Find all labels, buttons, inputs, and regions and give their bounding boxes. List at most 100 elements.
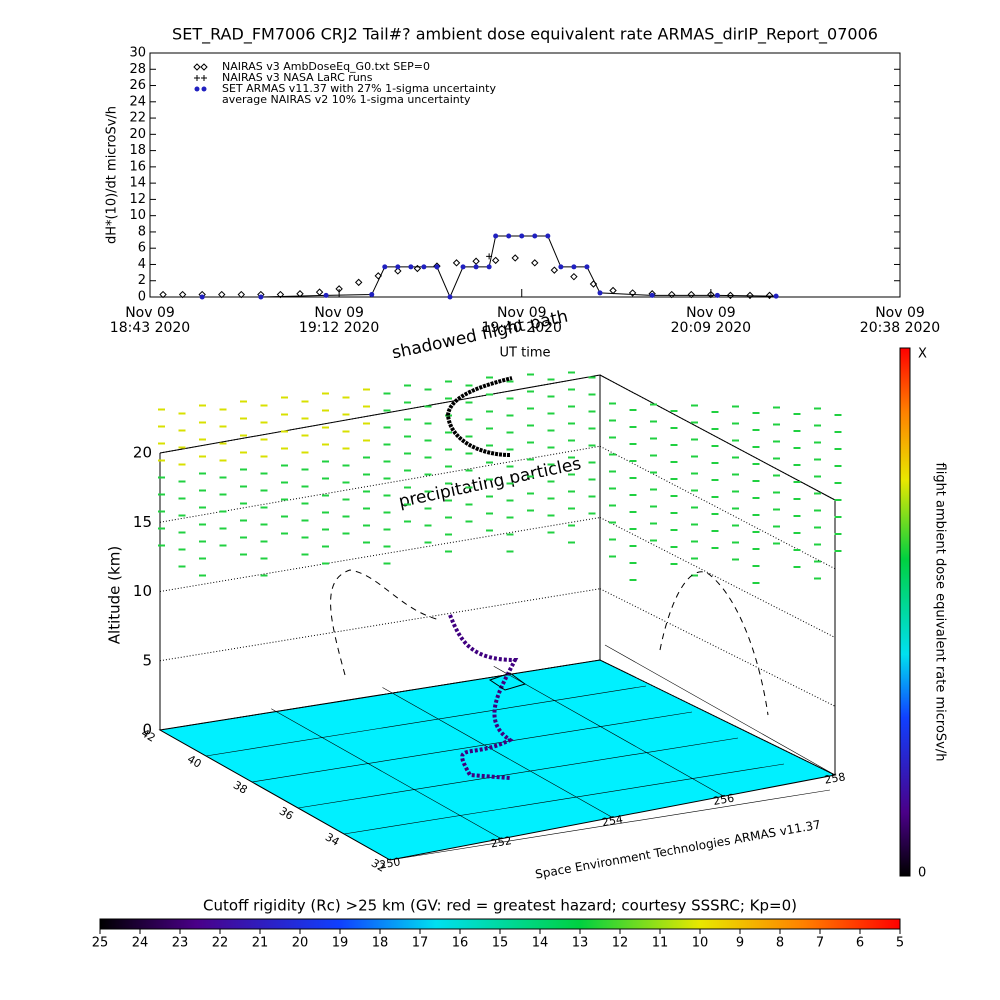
- colorbar-tick-label: 21: [252, 936, 269, 951]
- particle: [834, 533, 842, 535]
- particle: [404, 435, 411, 438]
- x-tick-label: Nov 09 20:09 2020: [671, 305, 751, 336]
- particle: [178, 565, 186, 568]
- particle: [506, 550, 514, 553]
- z-tick-label: 5: [142, 651, 152, 669]
- particle: [814, 441, 821, 444]
- particle: [363, 524, 370, 527]
- marker: [550, 266, 559, 274]
- x-tick-label: Nov 09 19:12 2020: [299, 305, 379, 336]
- particle: [445, 414, 452, 417]
- lon-grid: [271, 708, 502, 840]
- particle: [383, 426, 391, 429]
- particle: [527, 373, 534, 376]
- colorbar-tick-label: 11: [652, 936, 669, 951]
- particle: [527, 390, 534, 393]
- particle: [711, 513, 719, 515]
- particle: [568, 388, 575, 391]
- particle: [158, 459, 165, 462]
- particle: [322, 426, 329, 429]
- particle: [650, 522, 657, 525]
- particle: [773, 474, 780, 477]
- marker: [597, 290, 603, 296]
- particle: [158, 493, 165, 496]
- particle: [629, 426, 637, 428]
- particle: [404, 384, 411, 387]
- colorbar-tick-label: 12: [612, 936, 629, 951]
- particle: [404, 418, 411, 421]
- y-tick-label: 14: [129, 176, 146, 191]
- particle: [240, 468, 247, 471]
- marker: [382, 264, 388, 270]
- particle: [199, 540, 206, 543]
- particle: [342, 430, 350, 433]
- colorbar-tick-label: 22: [212, 936, 229, 951]
- grid-line: [599, 445, 836, 570]
- particle: [199, 438, 206, 441]
- marker: [369, 292, 375, 298]
- particle: [486, 461, 493, 464]
- y-tick-label: 18: [129, 143, 146, 158]
- particle: [424, 541, 432, 544]
- particle: [363, 456, 370, 459]
- particle: [219, 476, 227, 479]
- particle: [793, 532, 801, 534]
- particle: [547, 531, 555, 534]
- particle: [670, 478, 678, 480]
- particle: [178, 446, 186, 449]
- particle: [629, 579, 637, 581]
- marker: [447, 294, 453, 300]
- lat-tick-label: 36: [277, 804, 296, 822]
- particle: [301, 519, 309, 522]
- y-tick-label: 26: [129, 78, 146, 93]
- marker: [707, 290, 715, 299]
- lon-grid: [382, 687, 613, 818]
- marker: [335, 285, 343, 293]
- particle: [445, 533, 452, 536]
- particle: [342, 498, 350, 501]
- particle: [814, 458, 821, 461]
- particle: [568, 524, 575, 527]
- colorbar-tick-label: 6: [856, 936, 864, 951]
- particle: [260, 455, 268, 458]
- particle: [834, 465, 842, 467]
- particle: [158, 527, 165, 530]
- y-tick-label: 12: [129, 192, 146, 207]
- particle: [219, 527, 227, 530]
- particle: [773, 457, 780, 460]
- marker: [486, 264, 492, 270]
- particle: [793, 549, 801, 551]
- particle: [199, 574, 206, 577]
- particle: [670, 563, 678, 565]
- particle: [691, 540, 698, 543]
- lon-grid: [604, 644, 836, 776]
- lon-tick-label: 254: [601, 813, 624, 829]
- particle: [527, 492, 534, 495]
- particle: [158, 544, 165, 547]
- marker: [506, 233, 512, 239]
- particle: [629, 460, 637, 462]
- particle: [711, 496, 719, 498]
- particle: [752, 446, 760, 448]
- grid-line: [599, 517, 836, 638]
- particle: [752, 548, 760, 550]
- marker: [765, 291, 774, 300]
- particle: [506, 465, 514, 468]
- particle: [301, 468, 309, 471]
- marker: [571, 264, 577, 270]
- particle: [650, 539, 657, 542]
- particle: [363, 405, 370, 408]
- particle: [752, 531, 760, 533]
- particle: [814, 543, 821, 546]
- legend-label: SET ARMAS v11.37 with 27% 1-sigma uncert…: [222, 82, 496, 95]
- legend-label: average NAIRAS v2 10% 1-sigma uncertaint…: [222, 93, 471, 106]
- particle: [814, 577, 821, 580]
- particle: [629, 528, 637, 530]
- marker: [178, 290, 187, 299]
- particle: [506, 533, 514, 536]
- particle: [240, 434, 247, 437]
- particle: [383, 477, 391, 480]
- particle: [711, 411, 719, 413]
- particle: [199, 489, 206, 492]
